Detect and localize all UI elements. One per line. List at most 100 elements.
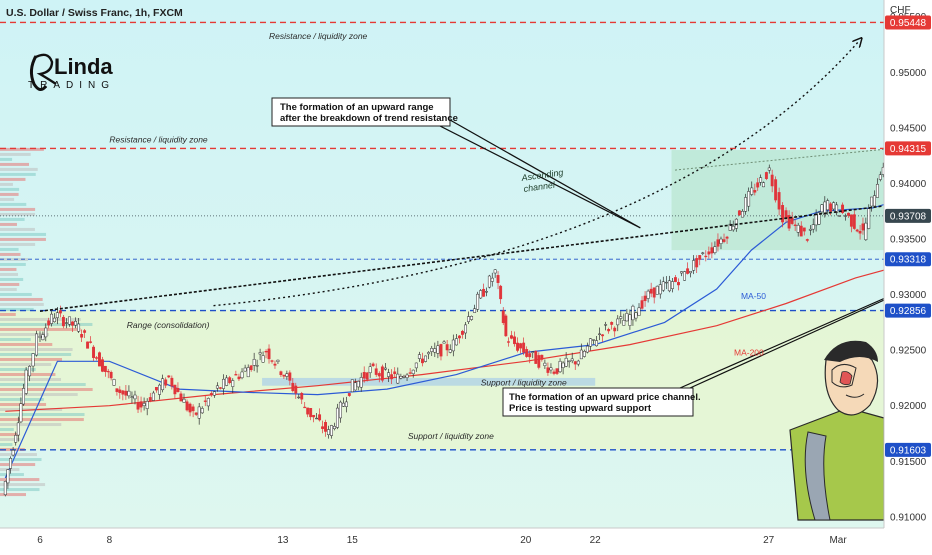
candle-body — [499, 285, 503, 300]
candle-body — [658, 284, 662, 295]
volume-profile-bar — [0, 383, 86, 387]
volume-profile-bar — [0, 152, 31, 156]
candle-body — [103, 365, 107, 372]
candle-body — [133, 394, 137, 400]
candle-body — [861, 223, 865, 231]
candle-body — [507, 341, 510, 343]
candle-body — [479, 290, 483, 299]
candle-body — [793, 224, 797, 226]
volume-profile-bar — [0, 403, 47, 407]
candle-body — [864, 222, 868, 240]
candle-body — [667, 280, 671, 292]
candle-body — [243, 367, 247, 372]
candle-body — [158, 384, 161, 395]
volume-profile-bar — [0, 222, 17, 226]
candle-body — [139, 401, 143, 408]
candle-body — [510, 335, 513, 339]
candle-body — [552, 371, 556, 374]
price-level-tags: 0.95448 0.94315 0.93708 0.93318 0.92856 0.916… — [885, 15, 931, 457]
channel-label-line-2: channel — [523, 180, 557, 194]
callout-bottom-pointer — [689, 277, 932, 389]
candle-body — [546, 367, 550, 373]
candle-body — [774, 179, 778, 201]
candle-body — [592, 339, 595, 341]
y-tick-label: 0.91000 — [890, 512, 927, 523]
candle-body — [182, 398, 186, 403]
candle-body — [22, 388, 25, 405]
volume-profile-bar — [0, 378, 62, 382]
candle-body — [41, 334, 45, 341]
candle-body — [704, 255, 708, 258]
candle-body — [408, 372, 412, 374]
currency-label: CHF — [890, 5, 911, 16]
callout-bottom: The formation of an upward price channel… — [502, 387, 701, 417]
candle-body — [427, 352, 431, 355]
candle-body — [543, 362, 547, 366]
candle-body — [464, 324, 467, 334]
candle-body — [823, 201, 827, 216]
candle-body — [737, 210, 741, 216]
candle-body — [558, 360, 562, 373]
candle-body — [802, 227, 806, 232]
candle-body — [218, 387, 222, 389]
candle-body — [35, 333, 38, 356]
volume-profile-bar — [0, 172, 36, 176]
candle-body — [540, 354, 544, 360]
price-tag-label: 0.91603 — [890, 445, 927, 456]
candle-body — [716, 239, 720, 247]
candle-body — [106, 370, 110, 373]
candle-body — [240, 371, 244, 379]
candle-body — [555, 368, 559, 374]
volume-profile-bar — [0, 312, 16, 316]
price-tag-label: 0.94315 — [890, 144, 927, 155]
candle-body — [531, 351, 535, 353]
candle-body — [607, 329, 611, 332]
volume-profile-bar — [0, 373, 56, 377]
candle-body — [756, 182, 760, 188]
candle-body — [870, 196, 874, 207]
candle-body — [83, 330, 87, 333]
y-tick-label: 0.93000 — [890, 290, 927, 301]
candle-body — [634, 312, 638, 319]
volume-profile-bar — [0, 388, 93, 392]
candle-body — [89, 341, 93, 343]
price-tag-label: 0.93708 — [890, 211, 927, 222]
candle-body — [297, 396, 301, 399]
candle-body — [9, 458, 12, 469]
candle-body — [695, 258, 699, 268]
candle-body — [347, 393, 351, 396]
callout-top-line-2: after the breakdown of trend resistance — [280, 113, 458, 124]
x-tick-label: Mar — [829, 535, 847, 546]
candle-body — [130, 396, 134, 398]
candle-body — [402, 376, 406, 378]
candle-body — [534, 350, 538, 364]
candle-body — [770, 174, 774, 187]
volume-profile-bar — [0, 433, 20, 437]
candle-body — [359, 377, 363, 388]
price-tag-0.93708: 0.93708 — [885, 208, 931, 223]
candle-body — [820, 204, 824, 213]
zone-label: Support / liquidity zone — [408, 431, 494, 441]
candle-body — [576, 360, 580, 365]
candle-body — [764, 172, 768, 179]
candle-body — [829, 203, 833, 212]
candle-body — [664, 281, 668, 284]
candle-body — [206, 398, 210, 407]
volume-profile-bar — [0, 493, 26, 497]
y-tick-label: 0.92000 — [890, 401, 927, 412]
candle-body — [564, 357, 568, 367]
candle-body — [467, 316, 470, 322]
volume-profile-bar — [0, 217, 25, 221]
volume-profile-bar — [0, 192, 19, 196]
candle-body — [628, 314, 632, 326]
volume-profile-bar — [0, 327, 81, 331]
candle-body — [101, 359, 104, 372]
candle-body — [485, 291, 488, 293]
volume-profile-bar — [0, 282, 20, 286]
volume-profile-bar — [0, 232, 47, 236]
candle-body — [112, 379, 116, 386]
candle-body — [747, 191, 751, 207]
time-axis-panel — [0, 528, 884, 550]
volume-profile-bar — [0, 438, 21, 442]
candle-body — [567, 360, 571, 363]
